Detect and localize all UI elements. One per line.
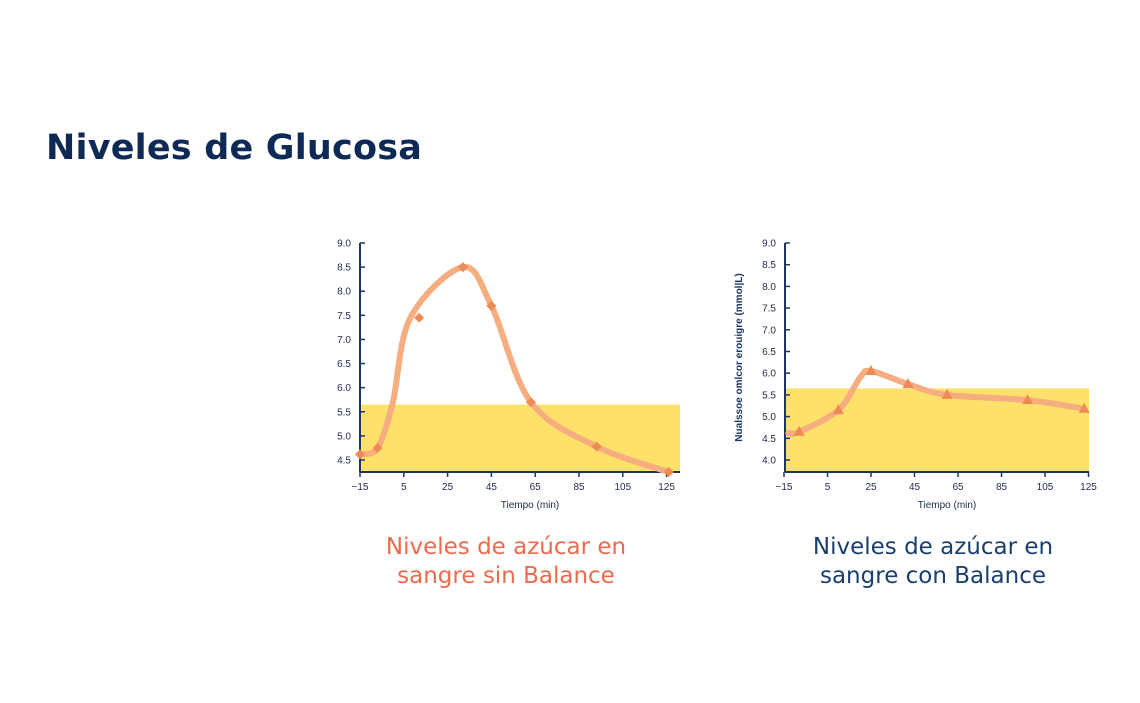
- y-tick-label: 6.0: [762, 369, 776, 380]
- data-point: [793, 425, 805, 436]
- caption-line: sangre con Balance: [819, 563, 1046, 589]
- x-tick-label: 85: [573, 482, 585, 493]
- y-tick-label: 7.0: [337, 335, 351, 346]
- y-tick-label: 6.5: [337, 359, 351, 370]
- data-point: [525, 397, 536, 408]
- y-tick-label: 8.5: [762, 260, 776, 271]
- x-tick-label: 45: [909, 482, 921, 493]
- data-point: [372, 442, 383, 453]
- y-tick-label: 4.0: [762, 456, 776, 467]
- x-tick-label: 105: [1037, 482, 1054, 493]
- caption-with-balance: Niveles de azúcar en sangre con Balance: [773, 533, 1093, 591]
- y-axis-label: Nualssoe omlcor erouigre (mmol|L): [734, 273, 745, 441]
- y-tick-label: 9.0: [337, 239, 351, 250]
- y-tick-label: 7.0: [762, 325, 776, 336]
- y-tick-label: 6.5: [762, 347, 776, 358]
- y-tick-label: 7.5: [762, 304, 776, 315]
- x-axis-label: Tiempo (min): [501, 500, 560, 511]
- caption-line: Niveles de azúcar en: [385, 534, 627, 560]
- x-tick-label: 65: [530, 482, 542, 493]
- y-tick-label: 5.0: [762, 412, 776, 423]
- y-tick-label: 4.5: [337, 456, 351, 467]
- x-tick-label: 125: [1080, 482, 1097, 493]
- data-point: [1022, 394, 1034, 405]
- x-tick-label: 45: [486, 482, 498, 493]
- caption-without-balance: Niveles de azúcar en sangre sin Balance: [346, 533, 666, 591]
- data-point: [941, 388, 953, 399]
- data-point: [832, 404, 844, 415]
- data-point: [486, 300, 497, 311]
- chart-with-balance: 4.0 4.5 5.0 5.5 6.0 6.5 7.0 7.5 8.0 8.5 9.0 −15 5 25 4…: [734, 239, 1097, 512]
- y-tick-label: 5.0: [337, 431, 351, 442]
- x-axis-label: Tiempo (min): [918, 500, 977, 511]
- y-tick-label: 7.5: [337, 311, 351, 322]
- x-tick-label: 105: [614, 482, 631, 493]
- x-tick-label: 5: [401, 482, 407, 493]
- data-point: [902, 378, 914, 389]
- y-tick-label: 6.0: [337, 383, 351, 394]
- y-tick-label: 9.0: [762, 239, 776, 250]
- y-tick-label: 4.5: [762, 434, 776, 445]
- caption-line: Niveles de azúcar en: [812, 534, 1054, 560]
- x-tick-label: 85: [996, 482, 1008, 493]
- chart-without-balance: 4.5 5.0 5.5 6.0 6.5 7.0 7.5 8.0 8.5 9.0 −15 5 25 45 65…: [337, 239, 680, 511]
- data-point: [865, 365, 877, 376]
- x-tick-label: −15: [352, 482, 369, 493]
- data-point: [457, 262, 468, 273]
- x-tick-label: 125: [658, 482, 675, 493]
- data-point: [355, 449, 365, 460]
- x-tick-label: −15: [776, 482, 793, 493]
- data-point: [414, 312, 425, 323]
- data-point: [591, 441, 602, 452]
- x-tick-label: 25: [442, 482, 454, 493]
- x-tick-label: 25: [865, 482, 877, 493]
- data-point: [1078, 402, 1090, 413]
- y-tick-label: 5.5: [762, 390, 776, 401]
- x-tick-label: 65: [952, 482, 964, 493]
- data-point: [663, 467, 674, 478]
- x-tick-label: 5: [825, 482, 831, 493]
- caption-line: sangre sin Balance: [397, 563, 615, 589]
- y-tick-label: 8.5: [337, 263, 351, 274]
- y-tick-label: 5.5: [337, 407, 351, 418]
- y-tick-label: 8.0: [337, 287, 351, 298]
- page-title: Niveles de Glucosa: [46, 128, 423, 168]
- y-tick-label: 8.0: [762, 282, 776, 293]
